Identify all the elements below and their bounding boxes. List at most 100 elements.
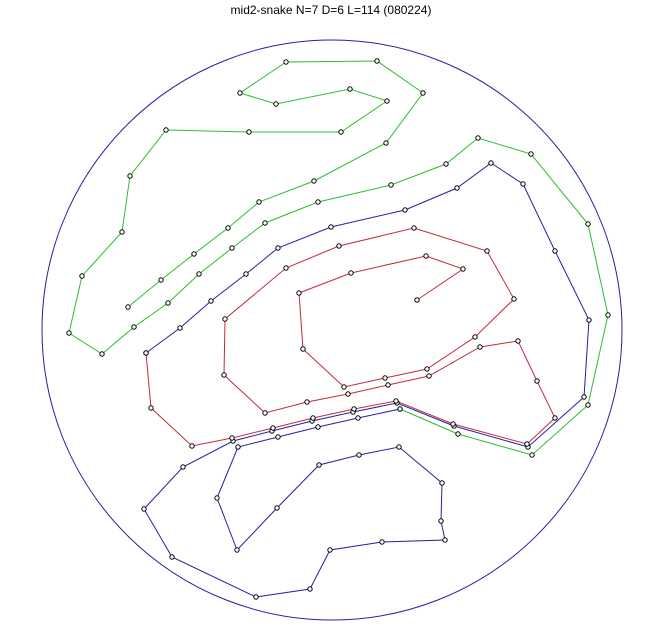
vertex-marker [300, 346, 306, 352]
vertex-marker [438, 518, 444, 524]
vertex-marker [475, 135, 481, 141]
vertex-marker [511, 296, 517, 302]
vertex-marker [534, 378, 540, 384]
vertex-marker [420, 90, 426, 96]
vertex-marker [304, 399, 310, 405]
vertex-marker [348, 270, 354, 276]
vertex-marker [552, 248, 558, 254]
vertex-marker [586, 317, 592, 323]
vertex-marker [148, 405, 154, 411]
vertex-marker [347, 86, 353, 92]
vertex-marker [328, 224, 334, 230]
vertex-marker [214, 495, 220, 501]
vertex-marker [141, 506, 147, 512]
vertex-marker [477, 344, 483, 350]
vertex-marker [345, 391, 351, 397]
vertex-marker [235, 444, 241, 450]
vertex-marker [177, 325, 183, 331]
vertex-marker [460, 266, 466, 272]
vertex-marker [270, 425, 276, 431]
vertex-marker [385, 382, 391, 388]
vertex-marker [283, 59, 289, 65]
vertex-marker [311, 178, 317, 184]
vertex-marker [520, 181, 526, 187]
vertex-marker [439, 480, 445, 486]
vertex-marker [336, 243, 342, 249]
green-segment-markers [66, 58, 611, 458]
vertex-marker [528, 151, 534, 157]
boundary-circle [41, 39, 623, 621]
vertex-marker [426, 373, 432, 379]
vertex-marker [355, 415, 361, 421]
vertex-marker [484, 248, 490, 254]
vertex-marker [180, 464, 186, 470]
vertex-marker [351, 406, 357, 412]
vertex-marker [454, 185, 460, 191]
vertex-marker [327, 547, 333, 553]
vertex-marker [237, 90, 243, 96]
vertex-marker [79, 273, 85, 279]
red-segment-line [145, 227, 556, 447]
plot-title: mid2-snake N=7 D=6 L=114 (080224) [230, 3, 432, 17]
vertex-marker [262, 220, 268, 226]
vertex-marker [275, 434, 281, 440]
vertex-marker [119, 229, 125, 235]
vertex-marker [384, 98, 390, 104]
vertex-marker [307, 586, 313, 592]
vertex-marker [402, 207, 408, 213]
vertex-marker [310, 415, 316, 421]
vertex-marker [125, 304, 131, 310]
vertex-marker [315, 424, 321, 430]
vertex-marker [165, 300, 171, 306]
vertex-marker [246, 129, 252, 135]
vertex-marker [581, 394, 587, 400]
vertex-marker [262, 410, 268, 416]
vertex-marker [472, 334, 478, 340]
vertex-marker [131, 324, 137, 330]
vertex-marker [552, 415, 558, 421]
vertex-marker [189, 443, 195, 449]
vertex-marker [158, 277, 164, 283]
green-segment-line [68, 60, 609, 456]
vertex-marker [196, 271, 202, 277]
vertex-marker [316, 462, 322, 468]
vertex-marker [529, 452, 535, 458]
vertex-marker [424, 366, 430, 372]
vertex-marker [397, 406, 403, 412]
blue-segment-markers [141, 160, 592, 600]
vertex-marker [275, 245, 281, 251]
vertex-marker [383, 140, 389, 146]
vertex-marker [229, 245, 235, 251]
vertex-marker [315, 199, 321, 205]
vertex-marker [488, 160, 494, 166]
vertex-marker [283, 265, 289, 271]
vertex-marker [253, 594, 259, 600]
vertex-marker [442, 537, 448, 543]
blue-segment-line [143, 162, 590, 598]
vertex-marker [143, 350, 149, 356]
vertex-marker [169, 554, 175, 560]
vertex-marker [393, 398, 399, 404]
vertex-marker [256, 199, 262, 205]
vertex-marker [221, 372, 227, 378]
vertex-marker [524, 441, 530, 447]
vertex-marker [450, 421, 456, 427]
vertex-marker [411, 225, 417, 231]
vertex-marker [208, 298, 214, 304]
vertex-marker [414, 297, 420, 303]
red-segment-markers [143, 225, 558, 449]
vertex-marker [356, 452, 362, 458]
vertex-marker [585, 402, 591, 408]
vertex-marker [443, 161, 449, 167]
vertex-marker [273, 101, 279, 107]
vertex-marker [388, 182, 394, 188]
vertex-marker [423, 253, 429, 259]
vertex-marker [99, 351, 105, 357]
vertex-marker [234, 547, 240, 553]
vertex-marker [585, 221, 591, 227]
vertex-marker [66, 330, 72, 336]
vertex-marker [127, 173, 133, 179]
vertex-marker [455, 431, 461, 437]
vertex-marker [396, 444, 402, 450]
